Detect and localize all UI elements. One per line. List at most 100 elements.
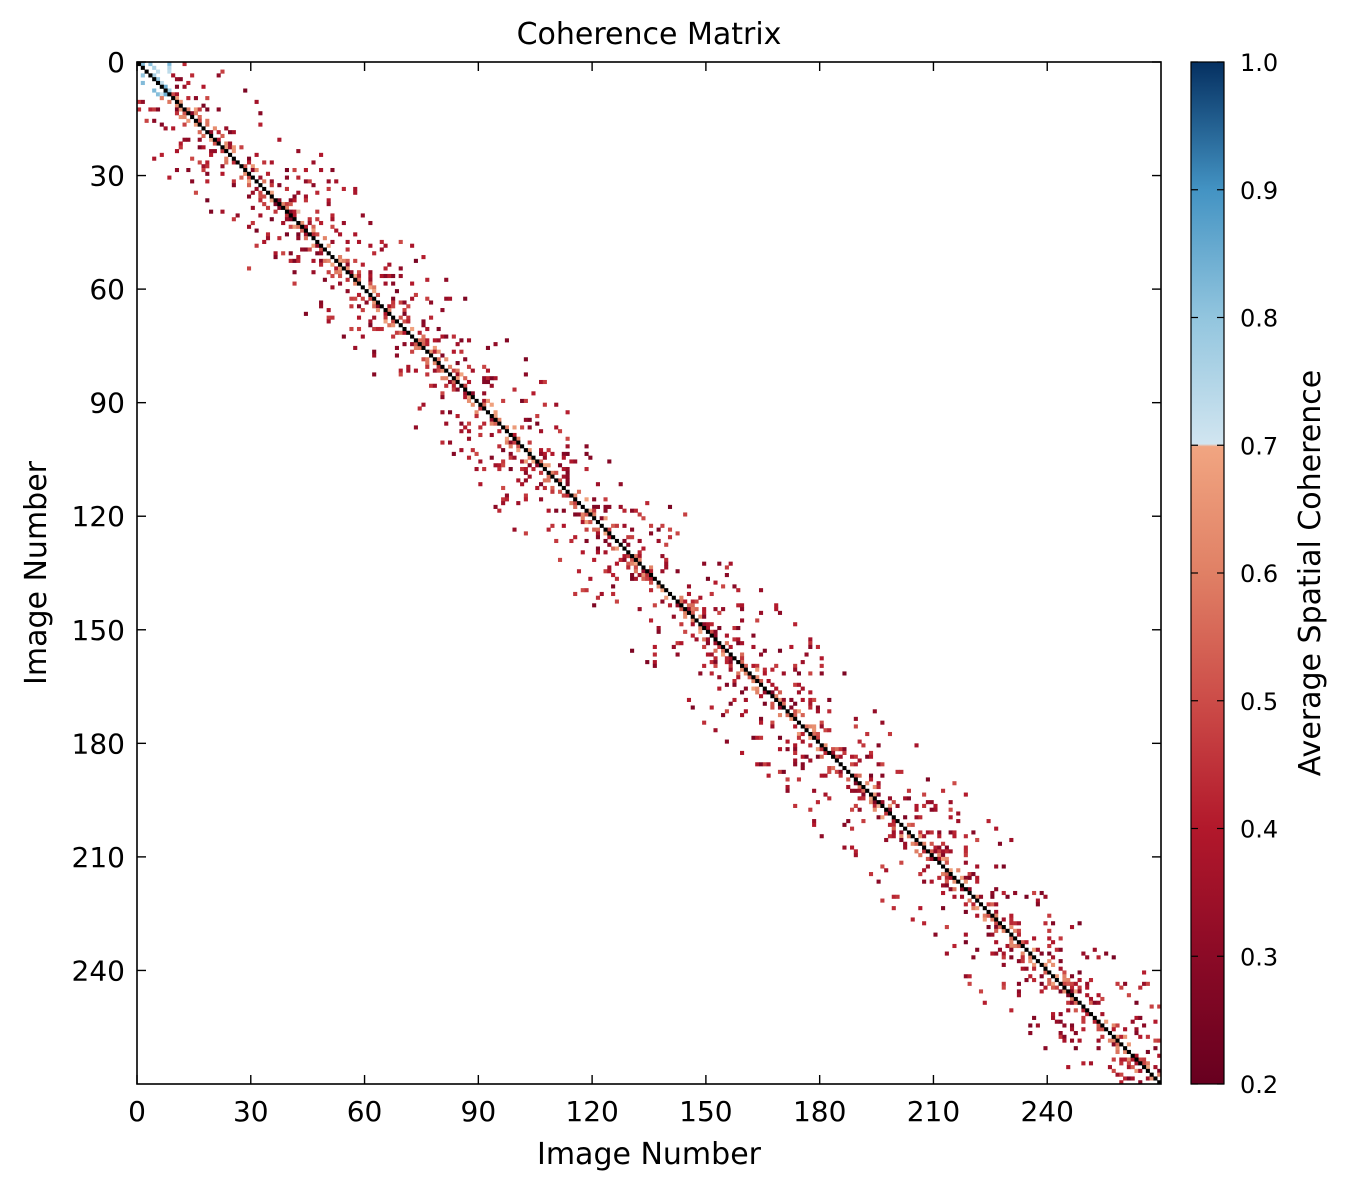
heatmap-cell [406, 319, 411, 324]
heatmap-cell [197, 145, 202, 150]
heatmap-cell [1058, 959, 1063, 964]
heatmap-cell [451, 387, 456, 392]
heatmap-cell [368, 319, 373, 324]
heatmap-cell [1085, 993, 1090, 998]
heatmap-cell [152, 107, 157, 112]
diagonal-cell [679, 603, 684, 608]
heatmap-cell [1085, 955, 1090, 960]
heatmap-cell [573, 504, 578, 509]
heatmap-cell [698, 614, 703, 619]
heatmap-cell [823, 750, 828, 755]
diagonal-cell [922, 845, 927, 850]
heatmap-cell [702, 637, 707, 642]
heatmap-cell [311, 160, 316, 165]
diagonal-cell [755, 678, 760, 684]
diagonal-cell [804, 728, 809, 733]
heatmap-cell [140, 99, 145, 104]
heatmap-cell [501, 501, 506, 506]
heatmap-cell [410, 326, 415, 332]
heatmap-cell [633, 565, 638, 570]
heatmap-cell [948, 875, 953, 880]
heatmap-cell [1001, 928, 1006, 933]
heatmap-cell [709, 622, 714, 627]
x-tick-label: 30 [233, 1095, 269, 1128]
heatmap-cell [1149, 1076, 1154, 1081]
x-tick-label: 240 [1020, 1095, 1073, 1128]
diagonal-cell [861, 784, 866, 790]
diagonal-cell [1028, 951, 1033, 956]
heatmap-cell [637, 512, 642, 517]
heatmap-cell [762, 667, 767, 672]
heatmap-cell [815, 644, 820, 650]
heatmap-cell [356, 270, 362, 275]
heatmap-cell [421, 338, 426, 343]
heatmap-cell [952, 887, 957, 892]
heatmap-cell [512, 455, 517, 460]
heatmap-cell [353, 296, 358, 301]
heatmap-cell [281, 202, 286, 207]
diagonal-cell [497, 421, 502, 426]
heatmap-cell [561, 523, 566, 528]
diagonal-cell [850, 773, 855, 778]
heatmap-cell [800, 686, 805, 691]
heatmap-cell [1054, 974, 1059, 979]
heatmap-cell [535, 421, 540, 426]
heatmap-cell [539, 482, 544, 487]
heatmap-cell [1134, 1027, 1139, 1032]
heatmap-cell [413, 345, 418, 350]
heatmap-cell [1009, 936, 1014, 941]
heatmap-cell [417, 330, 422, 335]
diagonal-cell [277, 202, 282, 207]
heatmap-cell [1043, 962, 1048, 967]
heatmap-cell [683, 629, 688, 634]
heatmap-cell [201, 133, 206, 139]
heatmap-cell [269, 198, 274, 203]
heatmap-cell [876, 815, 881, 820]
heatmap-cell [569, 501, 574, 506]
heatmap-cell [288, 251, 293, 256]
heatmap-cell [758, 694, 764, 699]
heatmap-cell [1138, 1015, 1143, 1020]
heatmap-cell [1073, 1008, 1078, 1013]
heatmap-cell [1020, 955, 1025, 960]
diagonal-cell [307, 232, 312, 237]
heatmap-cell [546, 463, 551, 468]
heatmap-cell [838, 747, 843, 752]
heatmap-cell [444, 296, 449, 301]
heatmap-cell [527, 463, 532, 468]
diagonal-cell [421, 345, 426, 350]
heatmap-cell [1032, 936, 1037, 941]
colorbar-tick-label: 0.9 [1240, 177, 1278, 205]
heatmap-cell [425, 326, 430, 332]
heatmap-cell [713, 648, 718, 653]
heatmap-cell [224, 145, 229, 150]
heatmap-cell [827, 796, 832, 801]
heatmap-cell [451, 349, 456, 354]
heatmap-cell [630, 561, 635, 566]
heatmap-cell [887, 834, 893, 839]
heatmap-cell [1005, 943, 1010, 949]
diagonal-cell [516, 440, 521, 445]
heatmap-cell [292, 258, 297, 263]
heatmap-cell [186, 118, 191, 123]
heatmap-cell [800, 754, 805, 759]
diagonal-cell [1024, 947, 1029, 952]
heatmap-cell [1069, 989, 1075, 994]
heatmap-cell [474, 467, 479, 472]
heatmap-cell [868, 773, 874, 778]
heatmap-cell [649, 588, 654, 593]
heatmap-cell [542, 478, 547, 483]
heatmap-cell [929, 807, 934, 812]
diagonal-cell [762, 686, 767, 691]
heatmap-cell [436, 364, 441, 369]
heatmap-cell [178, 107, 183, 112]
heatmap-cell [341, 258, 346, 263]
heatmap-cell [770, 724, 775, 729]
heatmap-cell [1088, 1000, 1094, 1005]
heatmap-cell [296, 258, 301, 263]
diagonal-cell [1047, 970, 1052, 975]
heatmap-cell [827, 766, 832, 771]
heatmap-cell [1001, 890, 1006, 896]
heatmap-cell [937, 830, 942, 835]
heatmap-cell [466, 429, 472, 434]
